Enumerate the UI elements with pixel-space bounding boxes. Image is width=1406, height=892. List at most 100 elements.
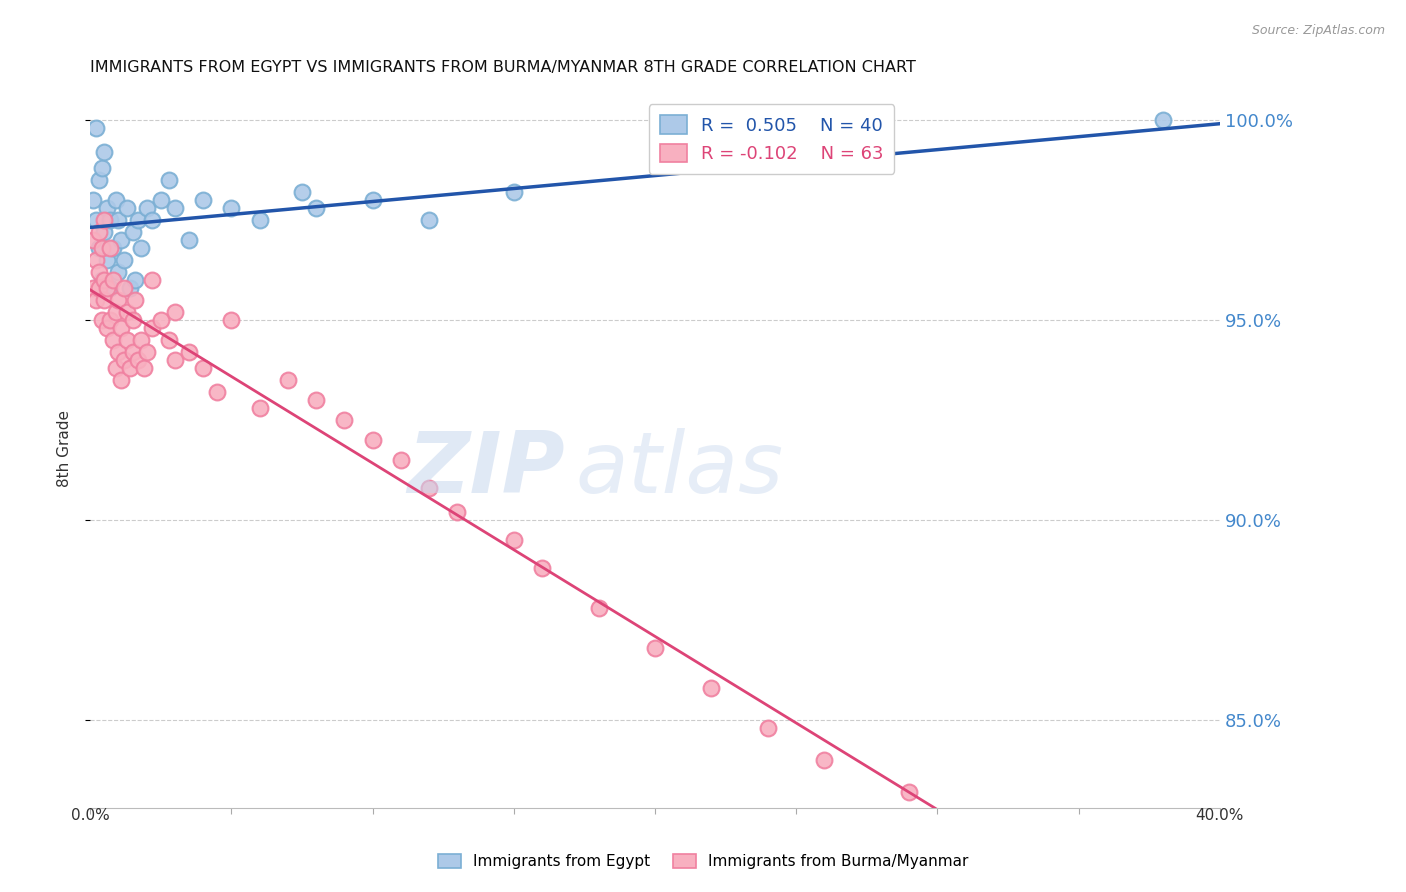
Point xyxy=(531,561,554,575)
Point xyxy=(141,321,163,335)
Point xyxy=(101,334,124,348)
Point xyxy=(249,213,271,227)
Point xyxy=(96,281,118,295)
Point xyxy=(98,241,121,255)
Point xyxy=(163,202,186,216)
Point xyxy=(104,194,127,208)
Point xyxy=(249,401,271,416)
Point xyxy=(418,213,440,227)
Point xyxy=(112,281,135,295)
Legend: R =  0.505    N = 40, R = -0.102    N = 63: R = 0.505 N = 40, R = -0.102 N = 63 xyxy=(648,104,894,174)
Point xyxy=(93,293,115,308)
Text: IMMIGRANTS FROM EGYPT VS IMMIGRANTS FROM BURMA/MYANMAR 8TH GRADE CORRELATION CHA: IMMIGRANTS FROM EGYPT VS IMMIGRANTS FROM… xyxy=(90,60,917,75)
Point xyxy=(82,194,104,208)
Point xyxy=(93,145,115,160)
Point xyxy=(107,265,129,279)
Point xyxy=(333,413,356,427)
Text: ZIP: ZIP xyxy=(406,428,565,511)
Point xyxy=(813,754,835,768)
Point xyxy=(110,321,132,335)
Point xyxy=(107,293,129,308)
Text: 0.0%: 0.0% xyxy=(70,808,110,823)
Point xyxy=(127,213,149,227)
Point xyxy=(418,482,440,496)
Point xyxy=(1152,113,1174,128)
Point xyxy=(84,293,107,308)
Point xyxy=(82,281,104,295)
Text: Source: ZipAtlas.com: Source: ZipAtlas.com xyxy=(1251,24,1385,37)
Point xyxy=(756,722,779,736)
Point xyxy=(361,194,384,208)
Point xyxy=(96,253,118,268)
Point xyxy=(135,202,157,216)
Point xyxy=(177,233,200,247)
Point xyxy=(98,213,121,227)
Point xyxy=(87,225,110,239)
Point xyxy=(90,241,112,255)
Point xyxy=(193,194,215,208)
Point xyxy=(157,334,180,348)
Point xyxy=(110,233,132,247)
Point xyxy=(87,241,110,255)
Point xyxy=(502,533,524,548)
Point xyxy=(112,353,135,368)
Point xyxy=(277,373,299,387)
Point xyxy=(107,345,129,359)
Point xyxy=(221,313,243,327)
Point xyxy=(87,173,110,187)
Point xyxy=(101,273,124,287)
Point xyxy=(141,213,163,227)
Legend: Immigrants from Egypt, Immigrants from Burma/Myanmar: Immigrants from Egypt, Immigrants from B… xyxy=(432,848,974,875)
Point xyxy=(121,345,143,359)
Point xyxy=(502,186,524,200)
Point xyxy=(115,305,138,319)
Point xyxy=(90,161,112,176)
Point xyxy=(163,305,186,319)
Point xyxy=(305,393,328,408)
Point xyxy=(124,273,146,287)
Point xyxy=(104,361,127,376)
Point xyxy=(84,213,107,227)
Point xyxy=(163,353,186,368)
Point xyxy=(157,173,180,187)
Point xyxy=(98,281,121,295)
Point xyxy=(93,273,115,287)
Point xyxy=(129,241,152,255)
Point xyxy=(112,253,135,268)
Point xyxy=(135,345,157,359)
Point xyxy=(110,373,132,387)
Point xyxy=(291,186,314,200)
Point xyxy=(115,334,138,348)
Point xyxy=(84,121,107,136)
Point xyxy=(149,194,172,208)
Y-axis label: 8th Grade: 8th Grade xyxy=(58,409,72,487)
Point xyxy=(121,225,143,239)
Point xyxy=(124,293,146,308)
Point xyxy=(644,641,666,656)
Point xyxy=(96,321,118,335)
Text: atlas: atlas xyxy=(576,428,785,511)
Point xyxy=(96,202,118,216)
Point xyxy=(87,265,110,279)
Point xyxy=(898,785,921,799)
Point xyxy=(121,313,143,327)
Point xyxy=(207,385,229,400)
Point xyxy=(104,305,127,319)
Point xyxy=(193,361,215,376)
Point xyxy=(127,353,149,368)
Point xyxy=(90,313,112,327)
Point xyxy=(141,273,163,287)
Point xyxy=(118,281,141,295)
Point xyxy=(132,361,155,376)
Point xyxy=(87,281,110,295)
Point xyxy=(177,345,200,359)
Point xyxy=(118,361,141,376)
Point xyxy=(93,213,115,227)
Point xyxy=(115,202,138,216)
Point xyxy=(221,202,243,216)
Point xyxy=(361,434,384,448)
Point xyxy=(98,313,121,327)
Point xyxy=(101,241,124,255)
Point xyxy=(129,334,152,348)
Point xyxy=(93,225,115,239)
